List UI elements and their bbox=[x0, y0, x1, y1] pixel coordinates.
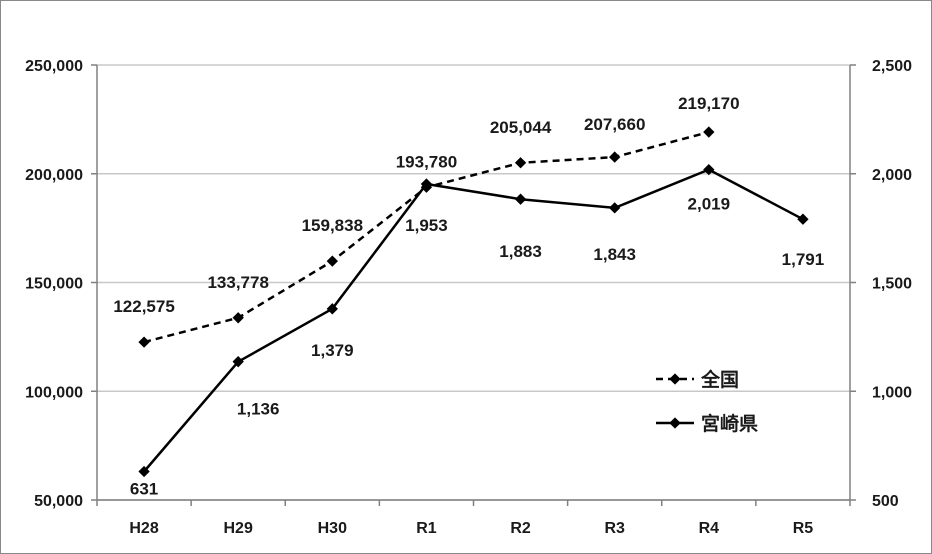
x-tick-label: H30 bbox=[318, 520, 347, 537]
series-lines bbox=[138, 126, 809, 478]
series-1-marker bbox=[326, 303, 338, 315]
y-right-tick-label: 1,500 bbox=[872, 276, 912, 293]
series-0-marker bbox=[514, 157, 527, 169]
y-right-tick-label: 500 bbox=[872, 493, 899, 510]
x-tick-label: R1 bbox=[416, 520, 437, 537]
y-left-tick-label: 200,000 bbox=[25, 167, 83, 184]
y-left-tick-label: 100,000 bbox=[25, 384, 83, 401]
x-tick-label: R5 bbox=[793, 520, 814, 537]
x-tick-label: R4 bbox=[699, 520, 720, 537]
series-1-data-label: 631 bbox=[130, 480, 158, 499]
x-tick-label: H29 bbox=[224, 520, 253, 537]
series-1-data-label: 1,883 bbox=[499, 242, 542, 261]
series-0-data-label: 219,170 bbox=[678, 94, 739, 113]
series-0-data-label: 133,778 bbox=[207, 273, 268, 292]
series-0-marker bbox=[326, 255, 338, 267]
x-tick-label: H28 bbox=[129, 520, 158, 537]
series-1-marker bbox=[420, 178, 433, 190]
series-1-data-label: 1,379 bbox=[311, 341, 354, 360]
series-0-marker bbox=[703, 126, 715, 138]
legend-marker-0 bbox=[669, 373, 681, 385]
series-1-data-label: 1,791 bbox=[782, 250, 825, 269]
x-tick-label: R3 bbox=[604, 520, 625, 537]
series-1-data-label: 2,019 bbox=[688, 195, 731, 214]
legend-label-0: 全国 bbox=[700, 368, 739, 391]
series-1-data-label: 1,136 bbox=[237, 400, 280, 419]
y-right-tick-label: 1,000 bbox=[872, 384, 912, 401]
series-line-1 bbox=[143, 168, 804, 473]
series-1-marker bbox=[609, 202, 621, 214]
series-0-data-label: 205,044 bbox=[490, 118, 552, 137]
y-left-tick-label: 50,000 bbox=[34, 493, 83, 510]
y-left-tick-label: 150,000 bbox=[25, 276, 83, 293]
y-left-tick-label: 250,000 bbox=[25, 58, 83, 75]
axes: 50,000 500 100,000 1,000 150,000 1,500 200,000… bbox=[25, 58, 912, 537]
legend-label-1: 宮崎県 bbox=[701, 412, 758, 435]
legend-marker-1 bbox=[669, 417, 681, 429]
series-1-data-label: 1,843 bbox=[593, 245, 636, 264]
series-0-marker bbox=[138, 336, 150, 348]
series-1-marker bbox=[514, 193, 527, 205]
y-right-tick-label: 2,500 bbox=[872, 58, 912, 75]
series-0-data-label: 159,838 bbox=[302, 216, 363, 235]
series-1-marker bbox=[703, 163, 715, 176]
series-0-data-label: 122,575 bbox=[113, 297, 174, 316]
series-0-marker bbox=[232, 312, 244, 324]
series-0-data-label: 193,780 bbox=[396, 152, 457, 171]
series-1-marker bbox=[797, 213, 809, 225]
x-tick-label: R2 bbox=[510, 520, 531, 537]
y-right-tick-label: 2,000 bbox=[872, 167, 912, 184]
series-0-marker bbox=[609, 151, 621, 163]
data-labels: 122,575 133,778 159,838 193,780 205,044 207,6… bbox=[113, 94, 824, 498]
series-1-data-label: 1,953 bbox=[405, 216, 448, 235]
series-1-marker bbox=[232, 356, 244, 368]
series-0-data-label: 207,660 bbox=[584, 115, 645, 134]
series-1-marker bbox=[138, 465, 150, 478]
